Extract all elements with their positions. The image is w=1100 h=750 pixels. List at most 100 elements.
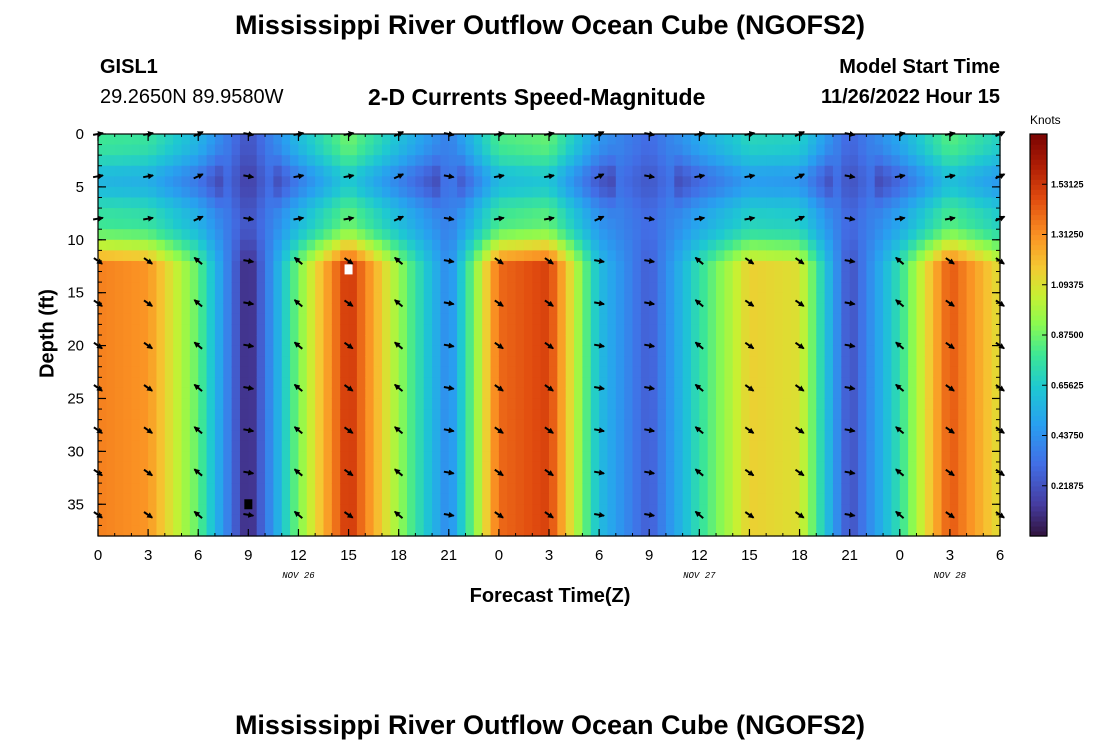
heat-cell <box>757 239 767 251</box>
current-arrow <box>895 426 905 435</box>
heat-cell <box>824 282 834 294</box>
heat-cell <box>206 409 216 421</box>
heat-cell <box>390 483 400 495</box>
heat-cell <box>741 440 751 452</box>
heat-cell <box>123 218 133 230</box>
colorbar-tick-label: 1.31250 <box>1051 230 1084 240</box>
heat-cell <box>465 250 475 262</box>
heat-cell <box>949 292 959 304</box>
heat-cell <box>323 218 333 230</box>
heat-cell <box>674 176 684 188</box>
heat-cell <box>883 134 893 146</box>
heat-cell <box>690 208 700 220</box>
current-arrow <box>694 173 706 180</box>
heat-cell <box>849 313 859 326</box>
heat-cell <box>114 165 124 177</box>
heat-cell <box>123 525 133 537</box>
heat-cell <box>883 525 893 537</box>
heat-cell <box>123 324 133 336</box>
heat-cell <box>899 292 909 304</box>
heat-cell <box>398 356 408 368</box>
heat-cell <box>448 504 458 516</box>
heat-cell <box>732 176 742 188</box>
heat-cell <box>958 440 968 452</box>
heat-cell <box>682 335 692 347</box>
heat-cell <box>231 335 241 347</box>
current-arrow <box>494 257 504 265</box>
heat-cell <box>615 472 625 484</box>
heat-cell <box>356 387 366 400</box>
heat-cell <box>599 208 609 220</box>
colorbar-segment <box>1030 239 1047 246</box>
heat-cell <box>582 366 592 378</box>
heat-cell <box>849 430 859 442</box>
heat-cell <box>883 282 893 294</box>
heat-cell <box>699 271 709 283</box>
heat-cell <box>298 271 308 283</box>
heat-cell <box>649 525 659 537</box>
heat-cell <box>265 419 274 431</box>
heat-cell <box>306 229 316 241</box>
heat-cell <box>657 324 667 336</box>
heat-cell <box>98 419 107 431</box>
heat-cell <box>791 472 801 484</box>
heat-cell <box>189 208 199 220</box>
heat-cell <box>407 176 416 188</box>
heat-cell <box>173 451 183 463</box>
heat-cell <box>323 271 333 283</box>
heat-cell <box>757 345 767 357</box>
heat-cell <box>381 419 391 431</box>
heat-cell <box>273 218 283 230</box>
heat-cell <box>398 387 408 400</box>
heat-cell <box>716 377 725 389</box>
heat-cell <box>131 176 141 188</box>
heat-cell <box>782 229 792 241</box>
heat-cell <box>974 356 984 368</box>
heat-cell <box>933 461 943 474</box>
current-arrow <box>143 299 154 307</box>
heat-cell <box>173 525 183 537</box>
heat-cell <box>615 176 625 188</box>
heat-cell <box>966 430 976 442</box>
heat-cell <box>306 398 316 410</box>
heat-cell <box>724 356 734 368</box>
heat-cell <box>540 229 550 241</box>
heat-cell <box>181 419 191 431</box>
heat-cell <box>290 356 300 368</box>
heat-cell <box>949 239 959 251</box>
heat-cell <box>966 239 976 251</box>
heat-cell <box>574 398 584 410</box>
heat-cell <box>757 134 767 146</box>
heat-cell <box>749 324 759 336</box>
heat-cell <box>256 186 266 199</box>
heat-cell <box>281 483 291 495</box>
heat-cell <box>373 430 383 442</box>
heat-cell <box>949 398 959 410</box>
heat-cell <box>273 165 283 177</box>
heat-cell <box>983 409 993 421</box>
heat-cell <box>532 250 542 262</box>
heat-cell <box>189 483 199 495</box>
heat-cell <box>131 419 141 431</box>
heat-cell <box>273 134 283 146</box>
heat-cell <box>699 144 709 156</box>
heat-cell <box>933 514 943 527</box>
chart-title: Mississippi River Outflow Ocean Cube (NG… <box>234 10 866 40</box>
heat-cell <box>933 218 943 230</box>
heat-cell <box>398 144 408 156</box>
heat-cell <box>891 282 901 294</box>
heat-cell <box>373 514 383 527</box>
heat-cell <box>415 186 425 199</box>
heat-cell <box>632 208 642 220</box>
heat-cell <box>832 144 842 156</box>
heat-cell <box>256 313 266 326</box>
current-arrow <box>443 511 455 518</box>
heat-cell <box>98 514 107 527</box>
heat-cell <box>983 239 993 251</box>
heat-cell <box>565 271 575 283</box>
heat-cell <box>156 525 166 537</box>
heat-cell <box>791 155 801 167</box>
heat-cell <box>482 186 492 199</box>
colorbar-segment <box>1030 199 1047 205</box>
heat-cell <box>565 260 575 273</box>
